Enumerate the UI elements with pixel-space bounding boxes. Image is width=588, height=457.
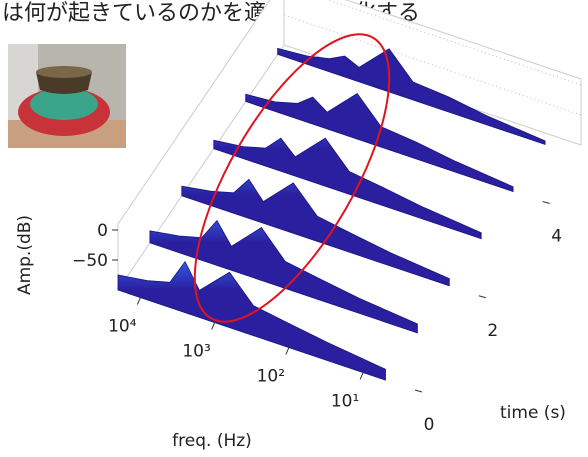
- plot: −50 0 10⁴ 10³ 10² 10¹ 0 2 4: [72, 0, 581, 435]
- x-tick-label: 10³: [182, 342, 210, 362]
- x-tick: [212, 323, 215, 330]
- x-tick: [286, 348, 289, 355]
- z-tick-label: 0: [97, 221, 108, 241]
- t-tick: [415, 390, 422, 392]
- x-tick-label: 10²: [257, 367, 285, 387]
- x-tick: [360, 373, 363, 380]
- y-axis-label: Amp.(dB): [15, 215, 35, 295]
- t-tick-label: 0: [424, 415, 435, 435]
- photo: [8, 44, 126, 148]
- t-axis-label: time (s): [500, 403, 566, 423]
- x-axis-label: freq. (Hz): [172, 431, 252, 451]
- spectrum-slice: [118, 262, 386, 381]
- x-tick: [137, 298, 140, 305]
- x-tick-label: 10¹: [331, 392, 359, 412]
- t-tick: [479, 296, 486, 298]
- t-tick-label: 2: [487, 321, 498, 341]
- t-tick: [543, 202, 550, 204]
- page: は何が起きているのかを適切に可視化する −50010⁴10³10²10¹024 …: [0, 0, 588, 453]
- x-tick-label: 10⁴: [108, 317, 137, 337]
- z-tick-label: −50: [72, 251, 108, 271]
- t-tick-label: 4: [551, 227, 562, 247]
